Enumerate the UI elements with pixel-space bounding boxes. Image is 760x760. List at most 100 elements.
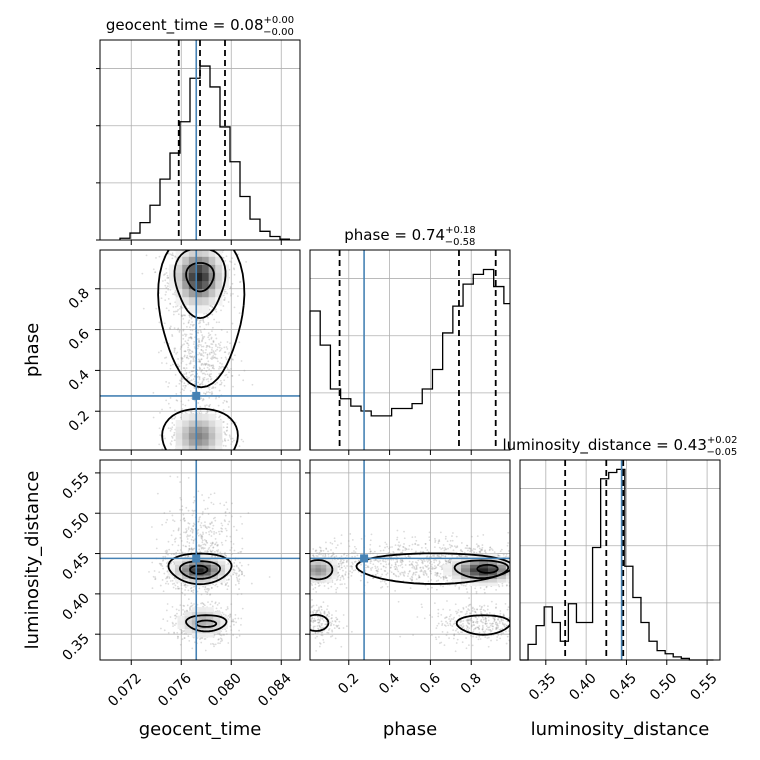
density-cell [208,426,216,434]
sample-point [165,291,168,293]
sample-point [197,344,199,347]
sample-point [188,547,191,550]
density-cell [198,611,207,617]
sample-point [177,528,180,531]
density-cell [217,567,226,572]
sample-point [177,363,179,366]
sample-point [211,233,213,235]
sample-point [187,346,189,349]
sample-point [427,568,430,571]
sample-point [171,605,174,608]
sample-point [240,564,243,567]
sample-point [207,363,209,366]
sample-point [224,432,226,435]
sample-point [240,570,243,573]
sample-point [178,587,181,590]
sample-point [171,426,174,429]
sample-point [198,366,201,369]
sample-point [228,351,231,354]
sample-point [177,308,180,311]
sample-point [231,358,234,361]
sample-point [206,410,209,413]
sample-point [219,379,222,382]
density-cell [188,445,196,450]
sample-point [221,527,224,530]
sample-point [204,248,206,250]
sample-point [218,350,221,352]
sample-point [189,355,192,358]
sample-point [209,333,212,336]
sample-point [212,364,214,367]
sample-point [214,543,217,545]
sample-point [164,279,167,282]
density-cell [208,296,216,306]
sample-point [228,511,231,514]
sample-point [182,452,184,454]
density-cell [182,264,190,273]
sample-point [196,244,198,246]
sample-point [208,530,210,533]
sample-point [197,360,200,363]
sample-point [235,572,238,575]
sample-point [213,367,215,370]
sample-point [188,606,191,609]
sample-point [174,540,177,543]
sample-point [229,342,231,345]
sample-point [164,299,167,301]
sample-point [171,583,174,585]
sample-point [189,329,192,331]
sample-point [218,346,221,349]
sample-point [189,362,192,365]
sample-point [201,541,204,544]
sample-point [181,591,184,594]
sample-point [209,375,212,378]
sample-point [233,439,235,442]
sample-point [162,618,165,621]
sample-point [189,466,191,468]
sample-point [224,514,227,517]
y-tick-label: 0.45 [59,550,92,583]
sample-point [197,322,200,325]
sample-point [210,343,213,345]
sample-point [206,354,209,356]
sample-point [219,362,222,364]
sample-point [213,245,215,247]
sample-point [172,293,175,296]
sample-point [165,307,168,310]
sample-point [219,341,222,344]
sample-point [221,246,223,248]
sample-point [191,215,193,217]
sample-point [191,355,194,358]
sample-point [193,496,195,498]
sample-point [198,359,201,362]
sample-point [229,615,232,618]
sample-point [216,357,219,360]
sample-point [200,535,203,538]
sample-point [188,548,191,551]
sample-point [497,583,500,586]
sample-point [177,327,180,330]
sample-point [200,331,203,334]
sample-point [179,379,182,382]
sample-point [173,351,176,353]
sample-point [206,588,208,590]
sample-point [195,248,197,250]
sample-point [181,505,184,508]
sample-point [202,533,205,535]
sample-point [177,635,180,638]
sample-point [185,632,188,635]
sample-point [184,583,187,586]
sample-point [214,584,217,587]
sample-point [208,546,211,549]
sample-point [172,247,174,249]
sample-point [201,536,204,538]
sample-point [184,552,186,555]
sample-point [178,456,180,458]
sample-point [164,550,167,553]
sample-point [169,429,172,432]
density-cell [195,445,203,450]
sample-point [223,346,226,349]
sample-point [187,509,190,512]
density-cell [188,264,196,273]
sample-point [166,603,169,605]
